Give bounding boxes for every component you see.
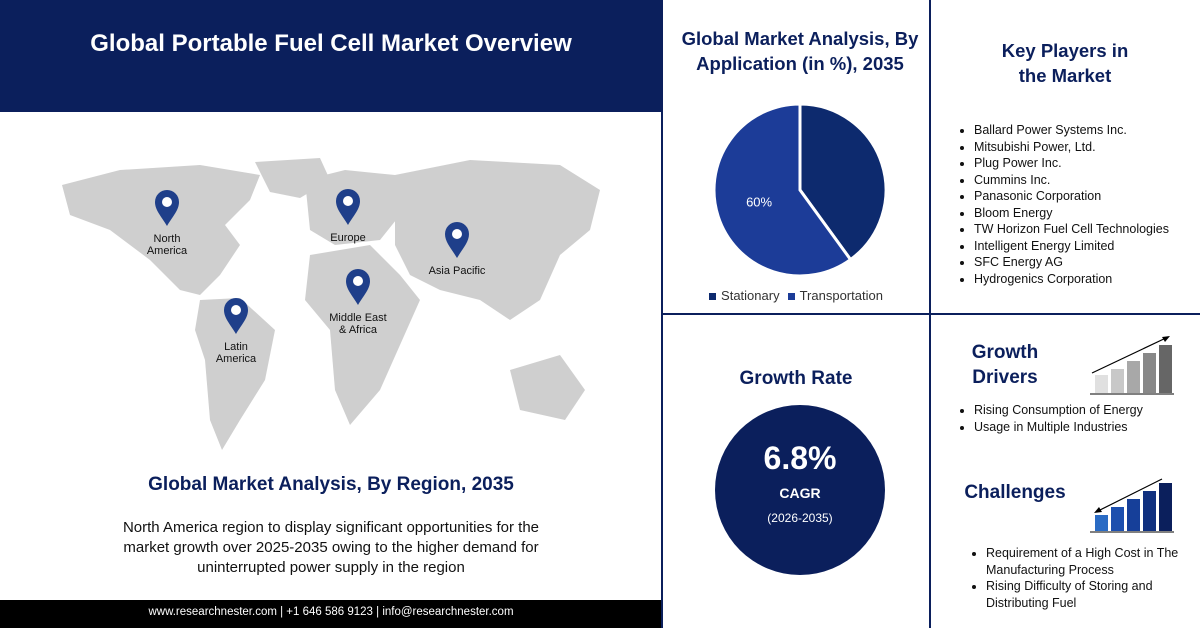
challenges-title: Challenges [964, 482, 1066, 503]
growth-rate-title: Growth Rate [739, 368, 853, 389]
list-item: TW Horizon Fuel Cell Technologies [974, 221, 1174, 238]
pie-chart: 60% [712, 102, 888, 278]
map-pin-hole [353, 276, 363, 286]
header-title: Global Portable Fuel Cell Market Overvie… [90, 30, 572, 57]
footer-bar [0, 600, 662, 628]
region-description: North America region to display signific… [122, 519, 540, 576]
key-players-title: Key Players in the Market [1001, 40, 1129, 86]
growth-drivers-title: Growth Drivers [971, 342, 1039, 388]
challenges-list: Requirement of a High Cost in The Manufa… [968, 545, 1200, 611]
map-pin [445, 222, 469, 258]
challenges-icon [1090, 478, 1174, 533]
pie-title: Global Market Analysis, By Application (… [681, 28, 919, 74]
footer-contact: www.researchnester.com | +1 646 586 9123… [148, 606, 514, 618]
map-pin [346, 269, 370, 305]
map-pin-hole [343, 196, 353, 206]
map-pin-hole [231, 305, 241, 315]
growth-drivers-list: Rising Consumption of EnergyUsage in Mul… [956, 402, 1200, 435]
cagr-circle [715, 405, 885, 575]
map-pin-hole [452, 229, 462, 239]
cagr-period: (2026-2035) [767, 511, 833, 525]
legend-swatch [787, 293, 795, 301]
list-item: Cummins Inc. [974, 172, 1174, 189]
header-bar [0, 0, 662, 112]
region-label: Middle East [329, 312, 386, 324]
list-item: Bloom Energy [974, 205, 1174, 222]
pie-slice [798, 102, 888, 262]
list-item: Usage in Multiple Industries [974, 419, 1200, 436]
region-label: Latin [224, 341, 248, 353]
list-item: Rising Difficulty of Storing and Distrib… [986, 578, 1200, 611]
list-item: Intelligent Energy Limited [974, 238, 1174, 255]
map-pin [336, 189, 360, 225]
slice-label: 60% [746, 195, 772, 210]
list-item: Ballard Power Systems Inc. [974, 122, 1174, 139]
list-item: Requirement of a High Cost in The Manufa… [986, 545, 1200, 578]
region-label: Europe [330, 232, 365, 244]
map-pin [155, 190, 179, 226]
region-label: Asia Pacific [429, 265, 486, 277]
region-label: & Africa [339, 324, 378, 336]
cagr-label: CAGR [779, 485, 821, 501]
list-item: Mitsubishi Power, Ltd. [974, 139, 1174, 156]
list-item: Panasonic Corporation [974, 188, 1174, 205]
list-item: Plug Power Inc. [974, 155, 1174, 172]
list-item: Hydrogenics Corporation [974, 271, 1174, 288]
growth-icon [1090, 336, 1174, 395]
legend-label: Stationary [721, 288, 780, 303]
region-label: North [154, 233, 181, 245]
region-title: Global Market Analysis, By Region, 2035 [148, 474, 514, 495]
world-map [62, 158, 600, 450]
legend-label: Transportation [799, 288, 883, 303]
legend-swatch [709, 293, 717, 301]
legend-item: Transportation [787, 288, 883, 303]
map-pin-hole [162, 197, 172, 207]
key-players-list: Ballard Power Systems Inc.Mitsubishi Pow… [956, 122, 1174, 287]
region-label: America [216, 353, 257, 365]
map-pin [224, 298, 248, 334]
pie-slice [712, 102, 853, 278]
region-label: America [147, 245, 188, 257]
list-item: Rising Consumption of Energy [974, 402, 1200, 419]
legend-item: Stationary [709, 288, 780, 303]
cagr-value: 6.8% [763, 440, 837, 476]
list-item: SFC Energy AG [974, 254, 1174, 271]
legend: Stationary Transportation [662, 288, 930, 303]
